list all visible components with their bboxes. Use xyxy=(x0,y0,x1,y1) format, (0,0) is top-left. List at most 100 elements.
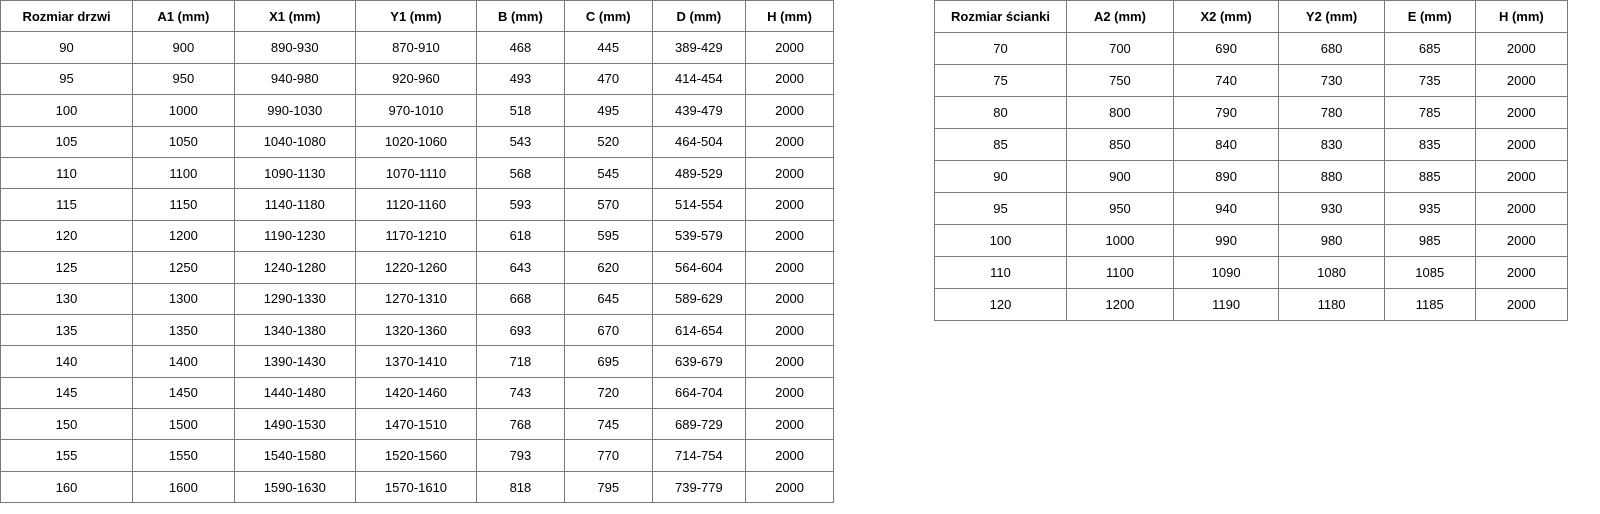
table-cell: 1600 xyxy=(132,470,235,504)
table-cell: 1100 xyxy=(1066,256,1174,289)
table-cell: 2000 xyxy=(745,31,834,64)
table-cell: 670 xyxy=(563,313,653,347)
table-cell: 2000 xyxy=(745,313,834,347)
table-cell: 1570-1610 xyxy=(354,470,478,504)
column-header: Y2 (mm) xyxy=(1278,0,1385,33)
table-cell: 990 xyxy=(1172,224,1280,257)
table-cell: 950 xyxy=(132,62,235,96)
table-cell: 920-960 xyxy=(354,62,478,96)
table-cell: 100 xyxy=(0,94,133,127)
table-cell: 743 xyxy=(476,376,565,410)
table-cell: 1140-1180 xyxy=(233,188,356,221)
table-cell: 2000 xyxy=(1474,160,1569,193)
table-cell: 840 xyxy=(1172,128,1280,161)
table-cell: 1180 xyxy=(1278,288,1385,321)
table-row: 80 800 790 780 785 2000 xyxy=(934,96,1569,129)
table-cell: 1450 xyxy=(132,376,235,410)
table-cell: 795 xyxy=(563,470,653,504)
table-cell: 495 xyxy=(563,94,653,127)
table-cell: 835 xyxy=(1383,128,1476,161)
table-cell: 150 xyxy=(0,408,133,441)
table-cell: 140 xyxy=(0,345,133,378)
table-cell: 85 xyxy=(934,128,1067,161)
table-cell: 1500 xyxy=(132,408,235,441)
table-row: 95 950 940-980 920-960 493 470 414-454 2000 xyxy=(0,62,834,96)
table-cell: 780 xyxy=(1278,96,1385,129)
table-cell: 70 xyxy=(934,32,1067,65)
table-cell: 2000 xyxy=(1474,256,1569,289)
table-cell: 125 xyxy=(0,251,133,284)
table-cell: 1090 xyxy=(1172,256,1280,289)
table-cell: 790 xyxy=(1172,96,1280,129)
table-cell: 870-910 xyxy=(354,31,478,64)
table-cell: 664-704 xyxy=(651,376,747,410)
column-header: X1 (mm) xyxy=(233,0,356,33)
table-cell: 2000 xyxy=(745,470,834,504)
table-row: 105 1050 1040-1080 1020-1060 543 520 464-504 20… xyxy=(0,125,834,158)
table-cell: 880 xyxy=(1278,160,1385,193)
table-cell: 90 xyxy=(934,160,1067,193)
table-cell: 110 xyxy=(934,256,1067,289)
table-cell: 1290-1330 xyxy=(233,282,356,315)
table-cell: 1170-1210 xyxy=(354,219,478,253)
table-cell: 1240-1280 xyxy=(233,251,356,284)
table-cell: 940-980 xyxy=(233,62,356,96)
table-cell: 80 xyxy=(934,96,1067,129)
table-cell: 793 xyxy=(476,439,565,472)
table-cell: 1520-1560 xyxy=(354,439,478,472)
table-cell: 1440-1480 xyxy=(233,376,356,410)
table-cell: 1120-1160 xyxy=(354,188,478,221)
table-cell: 518 xyxy=(476,94,565,127)
table-row: 90 900 890-930 870-910 468 445 389-429 2000 xyxy=(0,31,834,64)
table-row: 135 1350 1340-1380 1320-1360 693 670 614-654 20… xyxy=(0,313,834,347)
table-cell: 690 xyxy=(1172,32,1280,65)
table-cell: 568 xyxy=(476,156,565,190)
table-row: 160 1600 1590-1630 1570-1610 818 795 739-779 20… xyxy=(0,470,834,504)
table-row: 75 750 740 730 735 2000 xyxy=(934,64,1569,97)
table-cell: 1390-1430 xyxy=(233,345,356,378)
table-cell: 695 xyxy=(563,345,653,378)
header-row: Rozmiar drzwi A1 (mm) X1 (mm) Y1 (mm) B (mm)… xyxy=(0,0,834,33)
table-row: 110 1100 1090-1130 1070-1110 568 545 489-529 20… xyxy=(0,156,834,190)
table-cell: 115 xyxy=(0,188,133,221)
table-cell: 120 xyxy=(934,288,1067,321)
table-cell: 2000 xyxy=(1474,128,1569,161)
table-cell: 470 xyxy=(563,62,653,96)
table-cell: 680 xyxy=(1278,32,1385,65)
table-cell: 1540-1580 xyxy=(233,439,356,472)
table-row: 70 700 690 680 685 2000 xyxy=(934,32,1569,65)
table-cell: 1220-1260 xyxy=(354,251,478,284)
table-cell: 735 xyxy=(1383,64,1476,97)
table-cell: 2000 xyxy=(1474,96,1569,129)
table-cell: 2000 xyxy=(745,345,834,378)
table-cell: 740 xyxy=(1172,64,1280,97)
table-cell: 930 xyxy=(1278,192,1385,225)
table-cell: 935 xyxy=(1383,192,1476,225)
table-cell: 1040-1080 xyxy=(233,125,356,158)
table-cell: 620 xyxy=(563,251,653,284)
table-cell: 1590-1630 xyxy=(233,470,356,504)
table-cell: 1300 xyxy=(132,282,235,315)
table-cell: 1470-1510 xyxy=(354,408,478,441)
table-cell: 439-479 xyxy=(651,94,747,127)
table-row: 130 1300 1290-1330 1270-1310 668 645 589-629 20… xyxy=(0,282,834,315)
table-cell: 643 xyxy=(476,251,565,284)
table-cell: 1320-1360 xyxy=(354,313,478,347)
table-cell: 800 xyxy=(1066,96,1174,129)
table-cell: 2000 xyxy=(745,188,834,221)
table-row: 100 1000 990-1030 970-1010 518 495 439-479 2000 xyxy=(0,94,834,127)
table-cell: 414-454 xyxy=(651,62,747,96)
table-row: 100 1000 990 980 985 2000 xyxy=(934,224,1569,257)
column-header: X2 (mm) xyxy=(1172,0,1280,33)
column-header: H (mm) xyxy=(1474,0,1569,33)
table-cell: 1070-1110 xyxy=(354,156,478,190)
table-row: 140 1400 1390-1430 1370-1410 718 695 639-679 20… xyxy=(0,345,834,378)
table-cell: 75 xyxy=(934,64,1067,97)
table-cell: 493 xyxy=(476,62,565,96)
table-cell: 700 xyxy=(1066,32,1174,65)
column-header: Rozmiar ścianki xyxy=(934,0,1067,33)
column-header: A1 (mm) xyxy=(132,0,235,33)
table-row: 85 850 840 830 835 2000 xyxy=(934,128,1569,161)
table-cell: 768 xyxy=(476,408,565,441)
table-cell: 900 xyxy=(132,31,235,64)
